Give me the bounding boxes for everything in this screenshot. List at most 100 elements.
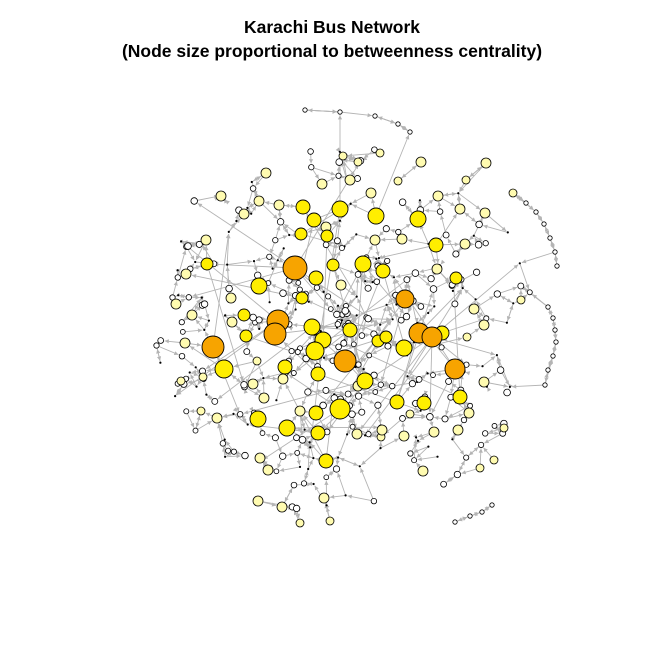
network-node-minor [176, 269, 179, 272]
network-node [298, 436, 307, 444]
network-node [496, 366, 505, 374]
network-node [449, 271, 463, 285]
edge-arrowhead [371, 198, 376, 204]
edge-arrowhead [475, 205, 481, 210]
network-node [211, 397, 219, 405]
edge-arrowhead [232, 407, 238, 412]
network-node [250, 277, 268, 295]
edge-arrowhead [518, 196, 524, 201]
edge-arrowhead [278, 258, 284, 263]
edge-arrowhead [330, 494, 335, 499]
edge-arrowhead [225, 266, 230, 271]
network-node-hub [333, 349, 357, 373]
edge-arrowhead [283, 342, 289, 347]
network-node [454, 203, 466, 215]
edge-arrowhead [459, 186, 464, 192]
edge-arrowhead [367, 279, 372, 284]
network-node-minor [287, 302, 290, 305]
network-node-minor [506, 231, 509, 234]
network-node [273, 468, 280, 475]
network-edge [458, 192, 481, 210]
edge-arrowhead [293, 323, 298, 328]
network-node [333, 237, 341, 245]
edge-arrowhead [350, 313, 355, 318]
network-node-minor [180, 240, 183, 243]
network-edge [483, 225, 508, 233]
network-edge [360, 298, 406, 362]
network-edge [521, 251, 556, 264]
edge-arrowhead [445, 410, 450, 415]
network-node [200, 257, 214, 271]
network-node [403, 276, 411, 284]
network-node [379, 330, 393, 344]
network-node [183, 408, 190, 415]
edge-arrowhead [459, 466, 464, 471]
network-node [452, 389, 468, 405]
edge-arrowhead [390, 119, 395, 124]
network-node-minor [224, 314, 227, 317]
network-node-minor [481, 365, 484, 368]
network-node [255, 316, 263, 324]
edge-arrowhead [373, 425, 378, 430]
network-node [341, 307, 350, 315]
network-node [303, 318, 321, 336]
network-node [365, 431, 372, 438]
edge-arrowhead [191, 369, 197, 374]
network-node [178, 352, 186, 360]
network-node [196, 406, 206, 416]
edge-arrowhead [456, 198, 461, 203]
network-node [323, 474, 330, 481]
edge-arrowhead [461, 470, 467, 475]
edge-arrowhead [336, 251, 341, 256]
edge-arrowhead [331, 220, 337, 225]
edge-arrowhead [369, 275, 374, 280]
network-node [262, 464, 274, 476]
edge-arrowhead [457, 337, 463, 342]
network-node [338, 151, 348, 161]
network-node [254, 452, 266, 464]
network-node [332, 465, 341, 473]
edge-arrowhead [428, 293, 433, 298]
edge-arrowhead [196, 342, 202, 347]
network-node [541, 221, 547, 227]
edge-arrowhead [395, 279, 400, 284]
network-node-minor [355, 295, 358, 298]
edge-arrowhead [176, 390, 182, 395]
network-node-minor [379, 447, 382, 450]
edge-arrowhead [351, 316, 356, 321]
network-node [377, 381, 384, 388]
network-node [344, 174, 356, 186]
network-node-minor [433, 305, 436, 308]
edge-arrowhead [428, 199, 434, 204]
edge-arrowhead [372, 350, 377, 354]
edge-arrowhead [358, 400, 363, 405]
network-node-minor [406, 375, 409, 378]
edge-arrowhead [405, 205, 410, 210]
network-node [429, 285, 438, 293]
edge-arrowhead [544, 377, 549, 382]
edge-arrowhead [279, 250, 283, 255]
network-node-minor [508, 385, 511, 388]
network-node [479, 207, 491, 219]
network-edge [176, 320, 279, 396]
edge-arrowhead [474, 512, 479, 517]
network-node [411, 457, 418, 464]
network-node-hub [201, 335, 225, 359]
edge-arrowhead [304, 475, 309, 480]
edge-arrowhead [256, 257, 261, 262]
edge-arrowhead [249, 204, 254, 208]
edge-arrowhead [394, 438, 399, 443]
network-node [252, 356, 262, 366]
edge-arrowhead [277, 463, 282, 469]
edge-arrowhead [490, 351, 495, 356]
network-node [415, 156, 427, 168]
node-layer [153, 107, 560, 528]
edge-arrowhead [377, 326, 382, 332]
network-node-minor [325, 504, 328, 507]
edge-arrowhead [265, 374, 271, 379]
network-edge [177, 250, 186, 278]
network-node [333, 310, 341, 318]
network-node [310, 425, 326, 441]
edge-arrowhead [365, 333, 370, 338]
network-node-minor [474, 298, 477, 301]
